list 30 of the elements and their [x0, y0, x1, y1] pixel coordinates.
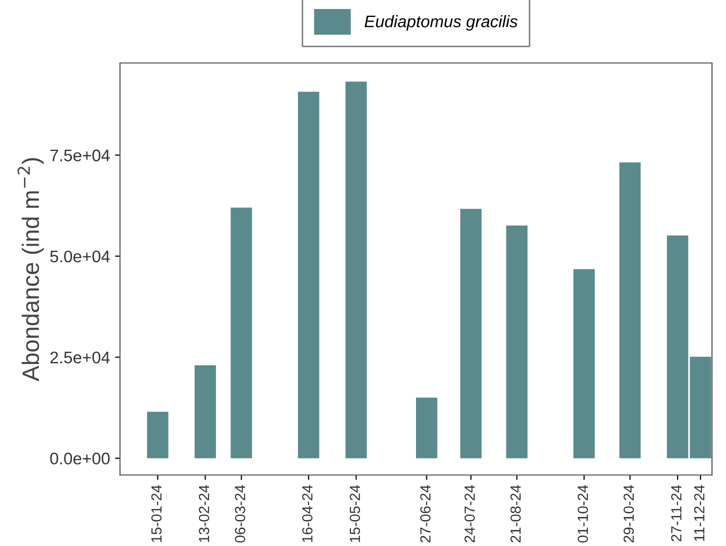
y-tick-label: 7.5e+04: [50, 150, 110, 162]
x-tick-label: 29-10-24: [624, 485, 634, 542]
bar: [194, 365, 216, 458]
x-tick-label: 27-11-24: [671, 485, 682, 542]
bar: [345, 82, 367, 458]
bar: [147, 412, 168, 458]
x-tick-label: 01-10-24: [578, 485, 588, 543]
x-tick-label: 21-08-24: [510, 485, 521, 542]
bar: [298, 92, 320, 458]
x-tick-label: 27-06-24: [420, 485, 431, 542]
bar: [460, 208, 482, 458]
legend-label: Eudiaptomus gracilis: [364, 15, 518, 31]
x-tick-label: 06-03-24: [234, 485, 246, 543]
bar: [416, 398, 438, 458]
x-tick-label: 15-01-24: [151, 485, 162, 542]
y-tick-label: 2.5e+04: [50, 352, 110, 364]
x-tick-label: 15-05-24: [350, 485, 360, 542]
x-tick-label: 13-02-24: [198, 485, 210, 542]
bar: [506, 225, 528, 458]
y-tick-label: 5.0e+04: [50, 250, 110, 262]
y-tick-label: 0.0e+00: [50, 452, 110, 464]
x-tick-label: 24-07-24: [464, 485, 475, 542]
bar: [690, 356, 712, 458]
bar: [666, 236, 688, 458]
bar: [230, 208, 252, 458]
x-tick-label: 11-12-24: [694, 485, 704, 541]
bar: [573, 269, 595, 458]
y-axis-title: Abondance (ind m$^{−2}$): [18, 158, 44, 382]
bar: [619, 162, 641, 458]
x-tick-label: 16-04-24: [302, 485, 312, 542]
